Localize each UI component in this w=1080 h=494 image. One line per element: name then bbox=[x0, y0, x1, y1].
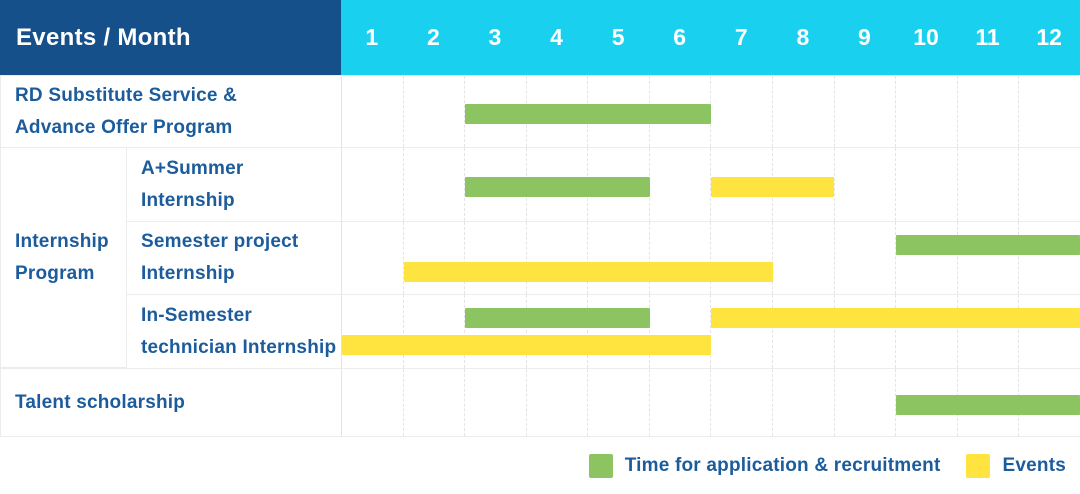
gantt-bar-yellow bbox=[342, 335, 711, 356]
gantt-bar-green bbox=[465, 308, 650, 329]
gantt-bar-yellow bbox=[403, 261, 773, 282]
row-label-talent-scholarship: Talent scholarship bbox=[0, 368, 341, 437]
month-gridline-cell bbox=[342, 222, 403, 294]
group-label-internship-program: Internship Program bbox=[0, 147, 126, 368]
month-gridline-cell bbox=[525, 369, 588, 436]
month-gridline-cell bbox=[895, 295, 957, 368]
month-label: 9 bbox=[858, 24, 871, 50]
row-label-in-semester-technician-internship: In-Semester technician Internship bbox=[126, 294, 341, 368]
month-gridline-cell bbox=[895, 148, 957, 221]
month-gridline-cell bbox=[895, 76, 957, 147]
month-gridline-cell bbox=[772, 76, 834, 147]
month-gridline-cell bbox=[464, 148, 526, 221]
row-label-rd-substitute: RD Substitute Service & Advance Offer Pr… bbox=[0, 75, 341, 147]
month-label: 1 bbox=[365, 24, 379, 50]
month-gridline-cell bbox=[402, 222, 465, 294]
month-gridline-cell bbox=[772, 295, 834, 368]
gantt-bar-yellow bbox=[711, 176, 834, 197]
month-gridline-cell bbox=[710, 369, 772, 436]
month-label: 3 bbox=[488, 24, 502, 50]
month-gridline-cell bbox=[648, 148, 711, 221]
month-label: 10 bbox=[913, 24, 939, 50]
month-label: 12 bbox=[1036, 24, 1062, 50]
chart-row-a-summer-internship bbox=[341, 147, 1080, 221]
month-gridline-cell bbox=[402, 295, 465, 368]
month-gridline-cell bbox=[587, 369, 649, 436]
month-gridline-cell bbox=[1018, 148, 1080, 221]
month-gridline-cell bbox=[833, 222, 896, 294]
legend-item-green: Time for application & recruitment bbox=[588, 453, 941, 478]
month-gridline-cell bbox=[464, 369, 526, 436]
month-gridline-cell bbox=[342, 369, 403, 436]
month-label: 8 bbox=[796, 24, 810, 50]
gantt-bar-green bbox=[465, 176, 650, 197]
month-gridline-cell bbox=[956, 295, 1019, 368]
month-gridline-cell bbox=[464, 76, 526, 147]
gantt-bar-green bbox=[895, 394, 1080, 415]
month-gridline-cell bbox=[772, 369, 834, 436]
month-header-row: 1 2 3 4 5 6 7 8 9 10 11 12 bbox=[341, 0, 1080, 75]
month-gridline-cell bbox=[525, 295, 588, 368]
month-gridline-cell bbox=[464, 295, 526, 368]
month-gridline-cell bbox=[402, 369, 465, 436]
legend-swatch-yellow bbox=[966, 453, 991, 478]
month-gridline-cell bbox=[956, 148, 1019, 221]
chart-row-semester-project-internship bbox=[341, 221, 1080, 294]
month-label: 7 bbox=[734, 24, 748, 50]
month-gridline-cell bbox=[710, 295, 772, 368]
month-gridline-cell bbox=[648, 295, 711, 368]
month-label: 2 bbox=[426, 24, 440, 50]
month-gridline-cell bbox=[956, 222, 1019, 294]
month-gridline-cell bbox=[648, 222, 711, 294]
month-gridline-cell bbox=[342, 295, 403, 368]
row-label-a-summer-internship: A+Summer Internship bbox=[126, 147, 341, 221]
month-gridline-cell bbox=[402, 148, 465, 221]
month-gridline-cell bbox=[833, 76, 896, 147]
legend-label: Events bbox=[1002, 454, 1066, 476]
events-month-header: Events / Month bbox=[0, 0, 341, 75]
gantt-bar-green bbox=[895, 235, 1080, 256]
legend-label: Time for application & recruitment bbox=[624, 454, 941, 476]
month-gridline-cell bbox=[587, 222, 649, 294]
month-gridlines bbox=[342, 222, 1080, 294]
row-label-semester-project-internship: Semester project Internship bbox=[126, 221, 341, 294]
month-gridline-cell bbox=[587, 295, 649, 368]
month-gridline-cell bbox=[956, 76, 1019, 147]
month-gridlines bbox=[342, 295, 1080, 368]
chart-row-in-semester-technician-internship bbox=[341, 294, 1080, 368]
month-gridline-cell bbox=[342, 76, 403, 147]
month-gridline-cell bbox=[1018, 222, 1080, 294]
month-gridline-cell bbox=[342, 148, 403, 221]
month-label: 11 bbox=[975, 24, 1000, 50]
month-label: 5 bbox=[611, 24, 625, 50]
month-gridline-cell bbox=[464, 222, 526, 294]
month-label: 6 bbox=[673, 24, 687, 50]
month-gridline-cell bbox=[833, 295, 896, 368]
legend: Time for application & recruitment Events bbox=[0, 437, 1080, 494]
month-gridline-cell bbox=[895, 222, 957, 294]
month-gridline-cell bbox=[648, 369, 711, 436]
month-gridline-cell bbox=[402, 76, 465, 147]
chart-row-rd-substitute bbox=[341, 75, 1080, 147]
month-label: 4 bbox=[550, 24, 563, 50]
month-gridlines bbox=[342, 76, 1080, 147]
month-gridline-cell bbox=[772, 222, 834, 294]
gantt-bar-green bbox=[465, 103, 711, 124]
events-month-table: Events / Month 1 2 3 4 5 6 7 8 9 10 11 12 RD Substi… bbox=[0, 0, 1080, 437]
month-gridline-cell bbox=[833, 148, 896, 221]
month-gridline-cell bbox=[710, 222, 772, 294]
legend-swatch-green bbox=[588, 453, 613, 478]
legend-item-yellow: Events bbox=[966, 453, 1066, 478]
month-gridline-cell bbox=[710, 76, 772, 147]
gantt-bar-yellow bbox=[711, 308, 1080, 329]
chart-row-talent-scholarship bbox=[341, 368, 1080, 437]
month-gridline-cell bbox=[1018, 295, 1080, 368]
month-gridline-cell bbox=[710, 148, 772, 221]
month-gridline-cell bbox=[1018, 76, 1080, 147]
month-gridline-cell bbox=[525, 222, 588, 294]
month-gridline-cell bbox=[833, 369, 896, 436]
